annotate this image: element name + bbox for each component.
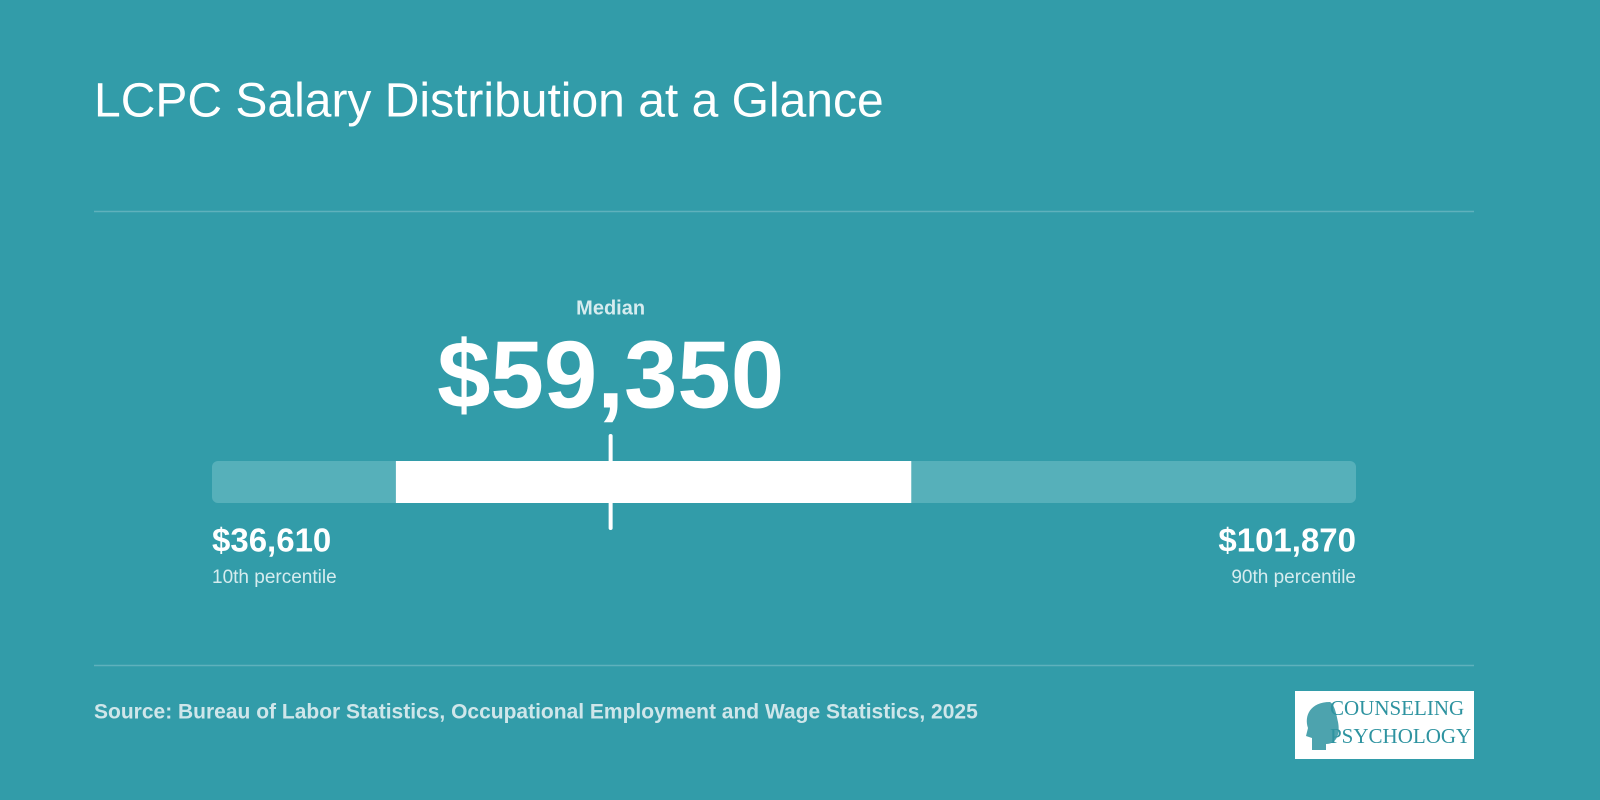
source: Source: Bureau of Labor Statistics, Occu…: [94, 701, 978, 724]
range-box: [395, 461, 912, 503]
low-label: 10th percentile: [212, 567, 337, 588]
high-label: 90th percentile: [1231, 567, 1356, 588]
logo-text: PSYCHOLOGY: [1330, 724, 1471, 748]
logo-icon: [1306, 702, 1339, 750]
logo-text: COUNSELING: [1330, 696, 1464, 720]
median-value: $59,350: [437, 321, 784, 428]
median-label: Median: [576, 297, 645, 319]
low-value: $36,610: [212, 522, 331, 559]
high-value: $101,870: [1218, 522, 1356, 559]
chart-title: LCPC Salary Distribution at a Glance: [94, 75, 884, 128]
